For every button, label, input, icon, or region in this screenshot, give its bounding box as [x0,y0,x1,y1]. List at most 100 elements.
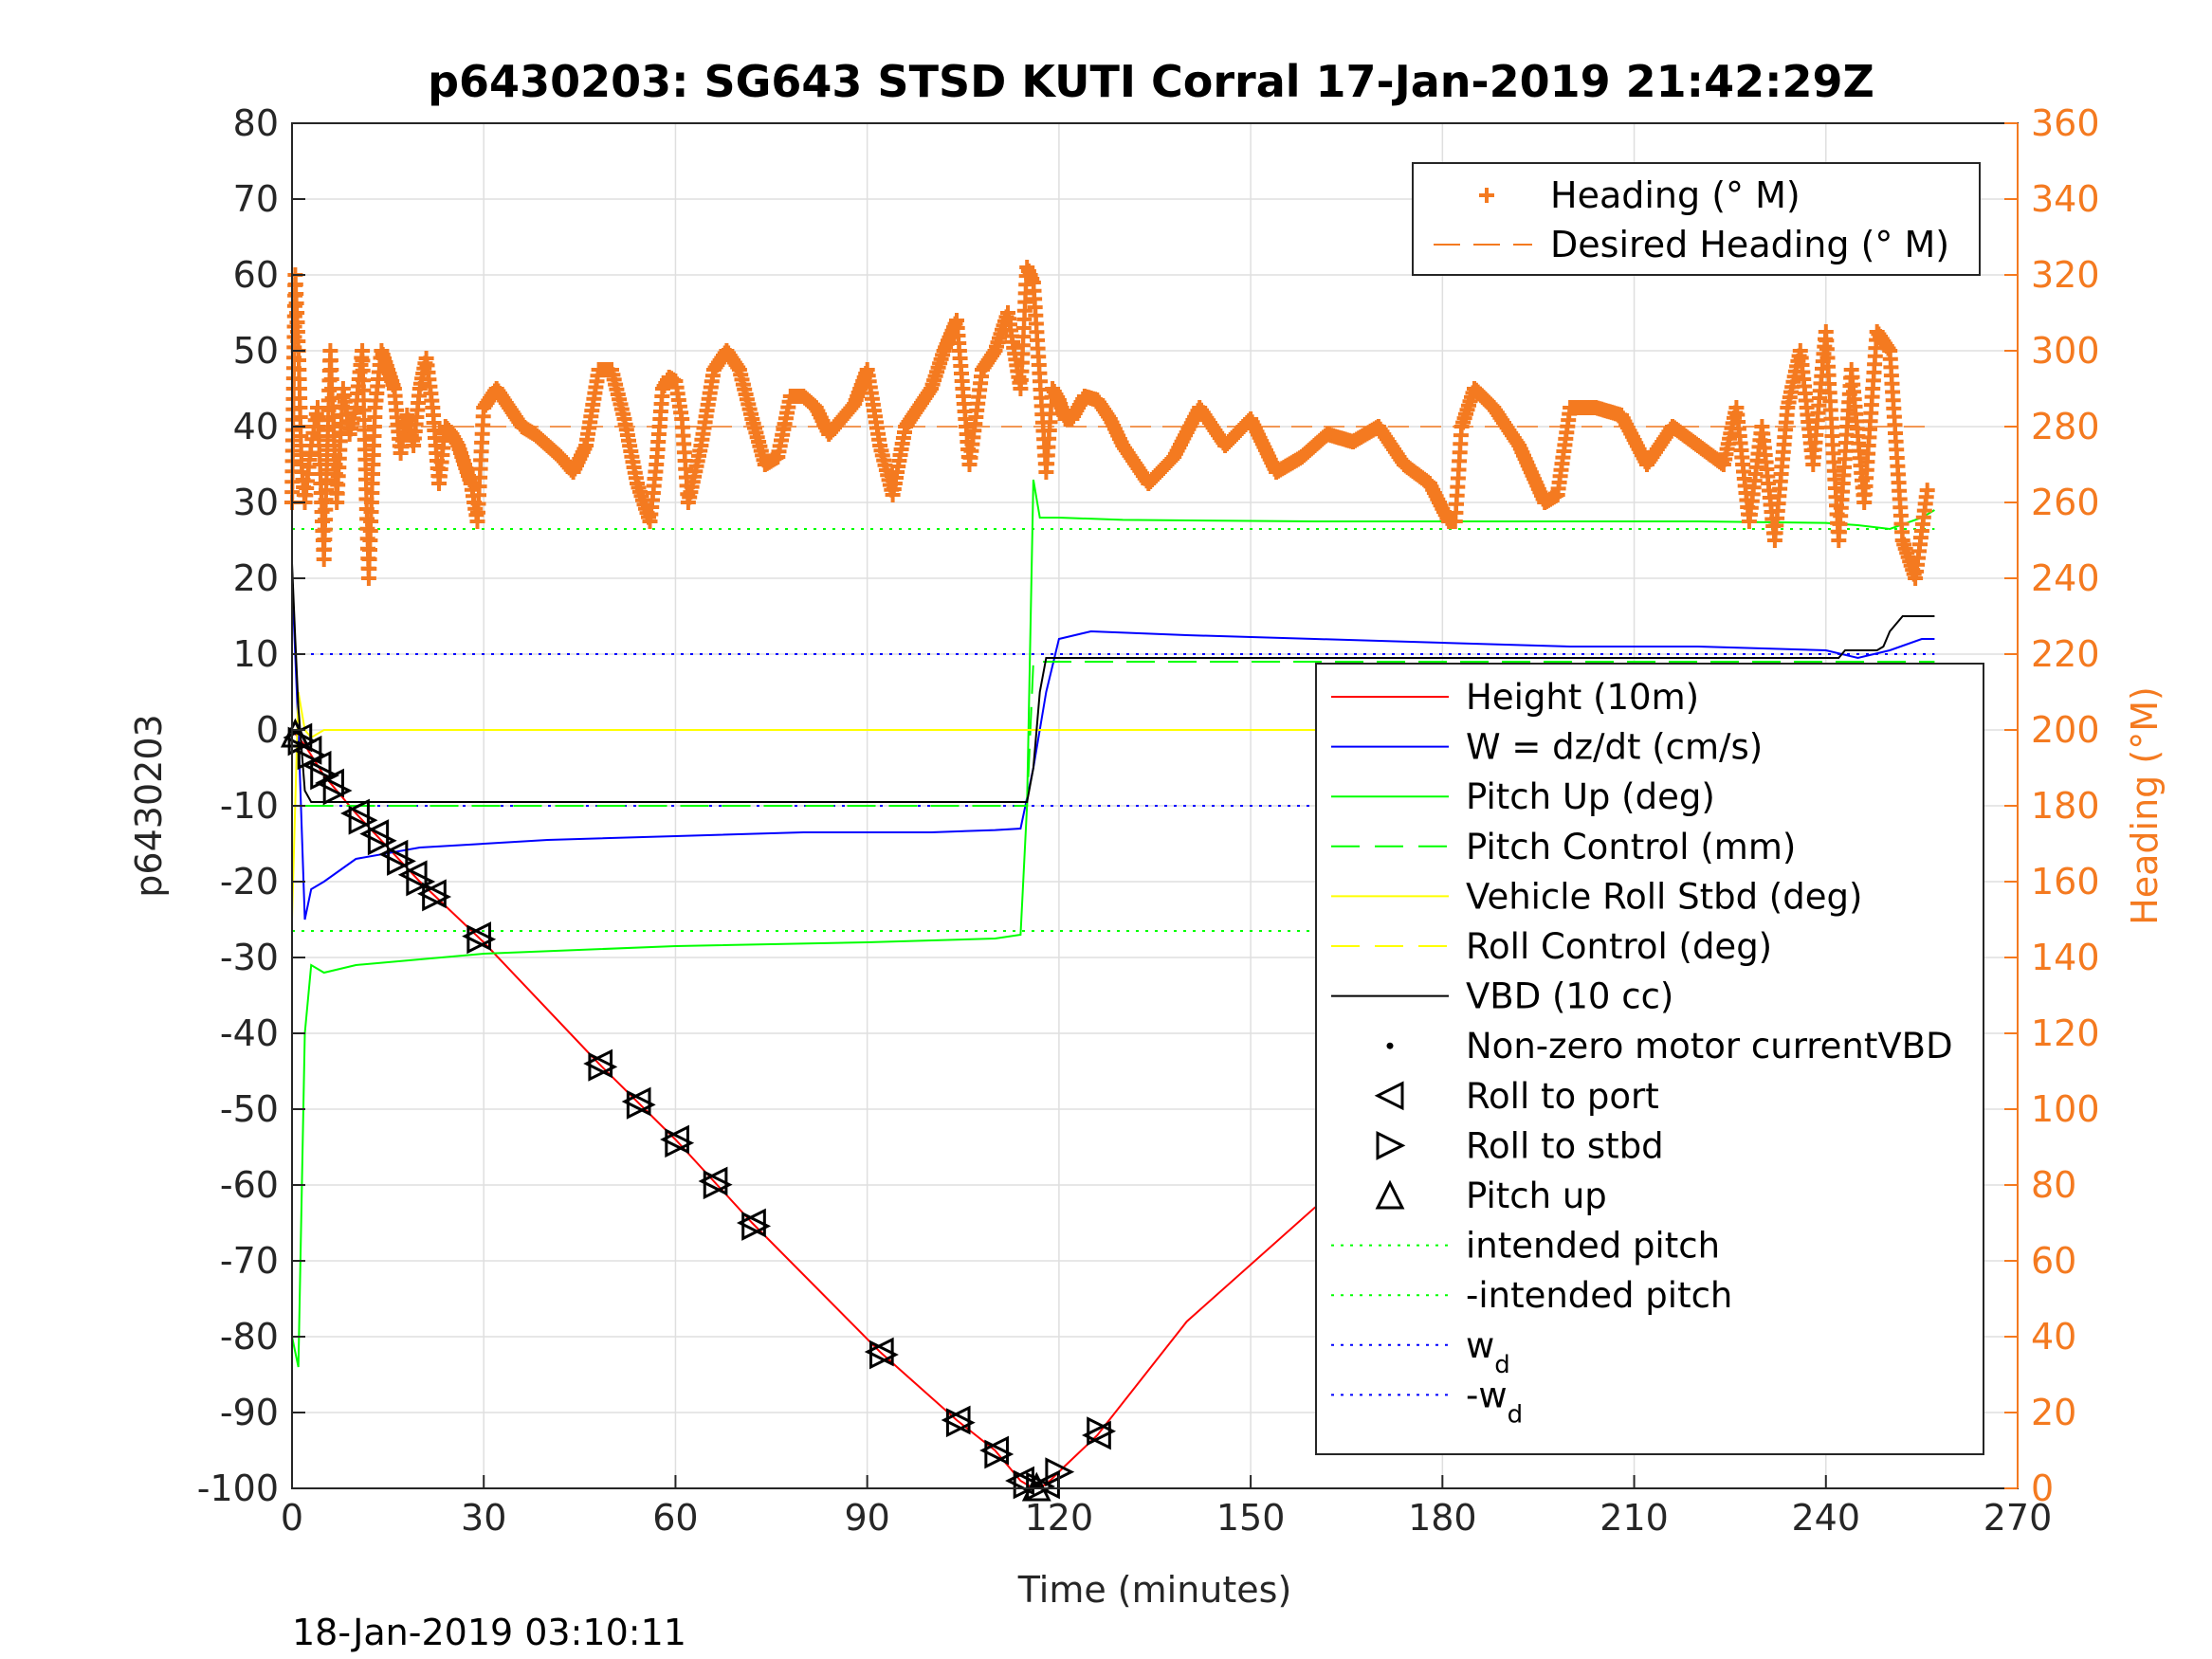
y-tick-label: 70 [233,178,279,220]
roll-to-stbd-marker [466,924,497,955]
roll-to-stbd-marker [665,1128,695,1158]
roll-to-stbd-marker [367,826,397,856]
legend-heading-label: Heading (° M) [1550,174,1801,216]
y-tick-label: 50 [233,330,279,372]
legend-label: VBD (10 cc) [1466,976,1673,1017]
roll-to-stbd-marker [984,1439,1015,1469]
y-right-tick-label: 260 [2031,482,2100,523]
roll-to-port-marker [397,860,428,890]
legend-heading: Heading (° M) Desired Heading (° M) [1412,162,1981,276]
y-right-tick-label: 180 [2031,785,2100,827]
y-tick-label: 0 [256,709,279,751]
y-right-tick-label: 360 [2031,102,2100,144]
y-right-tick-label: 160 [2031,861,2100,902]
roll-to-port-marker [359,819,390,849]
y-right-tick-label: 280 [2031,406,2100,447]
roll-to-port-marker [378,839,409,869]
y-tick-label: 10 [233,633,279,675]
legend-label: Roll Control (deg) [1466,926,1772,967]
y-tick-label: -70 [220,1240,279,1282]
heading-layer [284,260,1935,586]
y-tick-label: -30 [220,937,279,978]
y-axis-left: -100-90-80-70-60-50-40-30-20-10010203040… [197,102,305,1509]
x-tick-label: 0 [281,1497,303,1539]
legend-label-subscript: d [1494,1351,1510,1379]
y-tick-label: -90 [220,1392,279,1433]
x-tick-label: 180 [1408,1497,1477,1539]
roll-to-port-marker [979,1435,1009,1466]
pitch-up-marker [280,718,310,748]
y-right-tick-label: 20 [2031,1392,2076,1433]
y-tick-label: -100 [197,1468,279,1509]
y-tick-label: 40 [233,406,279,447]
legend-label: Roll to port [1466,1076,1659,1117]
roll-to-stbd-marker [1087,1416,1117,1447]
legend-label: W = dz/dt (cm/s) [1466,727,1763,768]
roll-to-stbd-marker [422,882,452,912]
y-axis-right: 0 20 40 60 80 100 120 140 160 180 200 220 240 260 280 3… [2004,102,2100,1509]
legend-label: Pitch up [1466,1176,1607,1216]
y-right-tick-label: 200 [2031,709,2100,751]
legend-main: Height (10m) W = dz/dt (cm/s) Pitch Up (de… [1315,663,1984,1455]
footer-timestamp: 18-Jan-2019 03:10:11 [292,1612,686,1653]
legend-swatch [1376,1130,1406,1160]
y-tick-label: -40 [220,1012,279,1054]
legend-heading-label: Desired Heading (° M) [1550,224,1949,265]
x-axis-label: Time (minutes) [1017,1569,1292,1611]
legend-label: intended pitch [1466,1226,1720,1267]
legend-heading-symbol [1479,188,1494,203]
y-right-tick-label: 40 [2031,1316,2076,1358]
y-right-tick-label: 220 [2031,633,2100,675]
legend-label: Pitch Up (deg) [1466,776,1715,817]
y-tick-label: -10 [220,785,279,827]
y-tick-label: 20 [233,557,279,599]
roll-to-port-marker [1081,1420,1111,1450]
roll-to-stbd-marker [869,1340,899,1370]
legend-swatch [1374,1081,1404,1111]
y-tick-label: 60 [233,254,279,296]
x-tick-label: 90 [844,1497,889,1539]
y-right-tick-label: 0 [2031,1468,2054,1509]
y-right-tick-label: 100 [2031,1088,2100,1130]
roll-to-stbd-marker [322,775,353,806]
legend-label: Pitch Control (mm) [1466,827,1796,867]
x-tick-label: 60 [652,1497,698,1539]
legend-label: Roll to stbd [1466,1125,1664,1166]
legend-label: -intended pitch [1466,1275,1732,1316]
roll-to-port-marker [660,1124,689,1155]
y-tick-label: -60 [220,1164,279,1206]
roll-to-stbd-marker [945,1408,976,1438]
y-tick-label: 80 [233,102,279,144]
y-tick-label: 30 [233,482,279,523]
x-tick-label: 270 [1983,1497,2053,1539]
legend-swatch [1375,1179,1405,1210]
roll-to-port-marker [736,1208,766,1238]
y-axis-right-label: Heading (°M) [2124,686,2166,925]
legend-label: Non-zero motor currentVBD [1466,1026,1953,1066]
legend-heading-box [1412,162,1981,276]
y-right-tick-label: 80 [2031,1164,2076,1206]
roll-to-port-marker [698,1166,728,1196]
y-right-tick-label: 340 [2031,178,2100,220]
chart-title: p6430203: SG643 STSD KUTI Corral 17-Jan-… [428,56,1874,107]
legend-main-box [1315,663,1984,1455]
series-pitch-control-mm- [304,661,1935,807]
y-right-tick-label: 240 [2031,557,2100,599]
y-axis-label: p6430203 [128,714,170,897]
x-tick-label: 120 [1025,1497,1094,1539]
x-axis: 0 30 60 90 120 150 180 210 240 270 [281,1475,2052,1539]
x-tick-label: 30 [461,1497,506,1539]
x-tick-label: 210 [1600,1497,1669,1539]
x-tick-label: 240 [1792,1497,1861,1539]
legend-label-subscript: d [1508,1400,1524,1429]
legend-swatch [1386,1042,1394,1049]
roll-to-stbd-marker [741,1211,772,1241]
x-tick-label: 150 [1216,1497,1286,1539]
roll-to-port-marker [340,798,370,829]
heading-point [1919,483,1935,499]
roll-to-stbd-marker [348,805,378,835]
roll-to-stbd-marker [588,1051,618,1082]
y-right-tick-label: 120 [2031,1012,2100,1054]
roll-to-stbd-marker [387,846,416,876]
roll-to-stbd-marker [406,866,436,897]
